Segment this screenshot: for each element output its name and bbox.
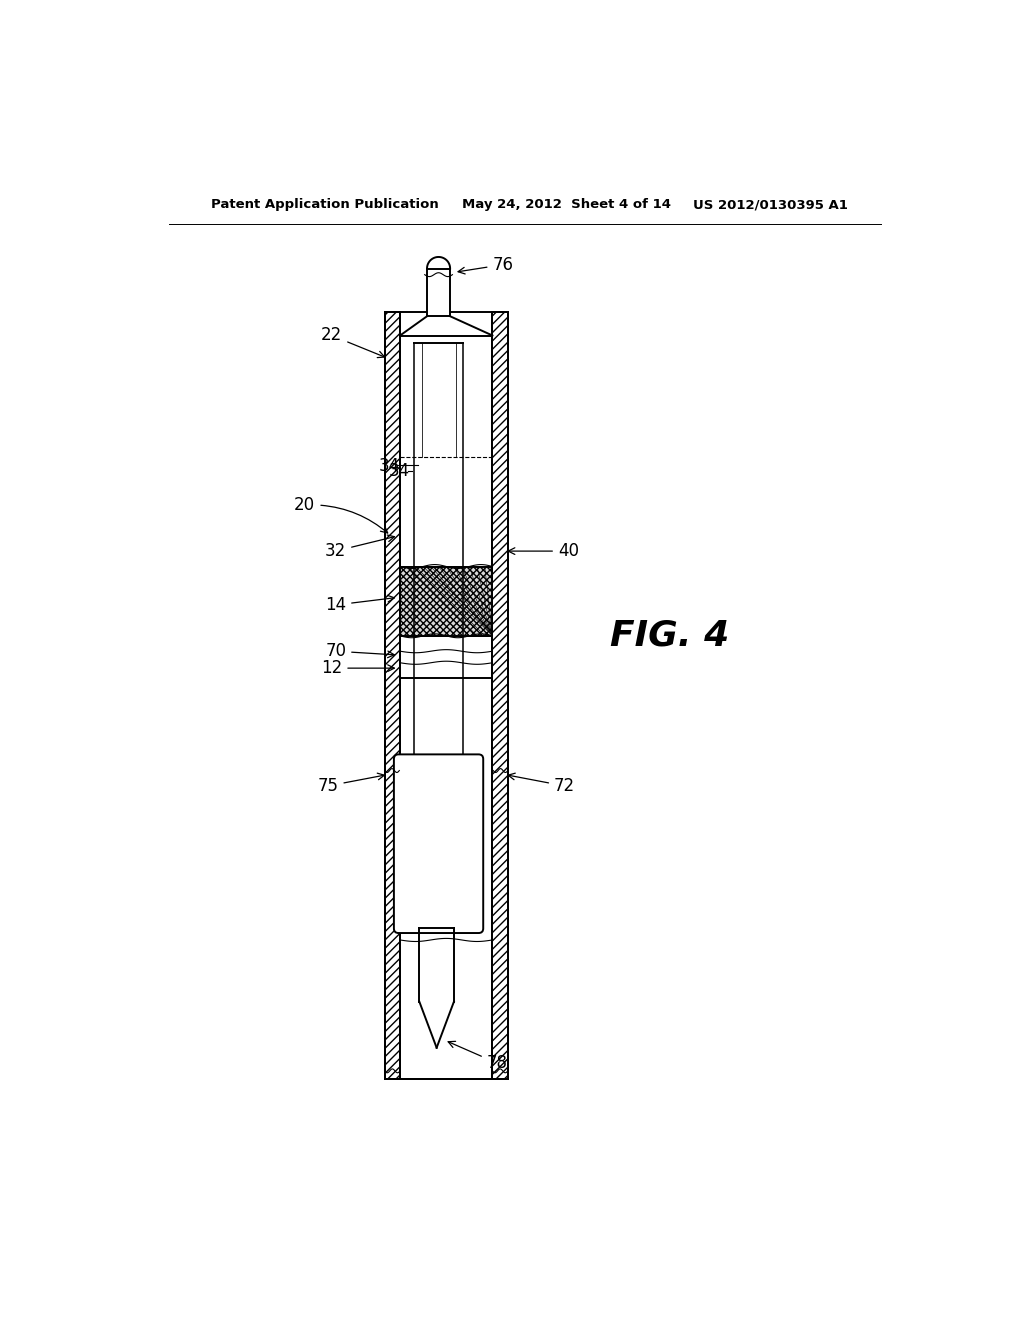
Text: Patent Application Publication: Patent Application Publication (211, 198, 439, 211)
Text: 40: 40 (508, 543, 579, 560)
Bar (427, 268, 451, 317)
Text: 70: 70 (326, 643, 394, 660)
Text: May 24, 2012  Sheet 4 of 14: May 24, 2012 Sheet 4 of 14 (462, 198, 671, 211)
Text: 20: 20 (294, 496, 388, 533)
Text: 32: 32 (325, 535, 394, 560)
Text: 72: 72 (508, 774, 575, 795)
Bar (493, 313, 508, 1078)
Text: 76: 76 (458, 256, 513, 275)
Text: 75: 75 (317, 774, 384, 795)
Text: 12: 12 (322, 659, 394, 677)
Text: 34: 34 (379, 458, 400, 475)
Bar (400, 566, 493, 636)
Text: US 2012/0130395 A1: US 2012/0130395 A1 (692, 198, 848, 211)
Text: 14: 14 (325, 595, 394, 614)
Bar (400, 313, 493, 1078)
Text: 78: 78 (449, 1041, 508, 1072)
Text: 34: 34 (389, 462, 410, 480)
FancyBboxPatch shape (394, 755, 483, 933)
Bar (385, 313, 400, 1078)
Text: FIG. 4: FIG. 4 (610, 619, 729, 653)
Text: 22: 22 (322, 326, 385, 358)
Bar (400, 566, 493, 636)
